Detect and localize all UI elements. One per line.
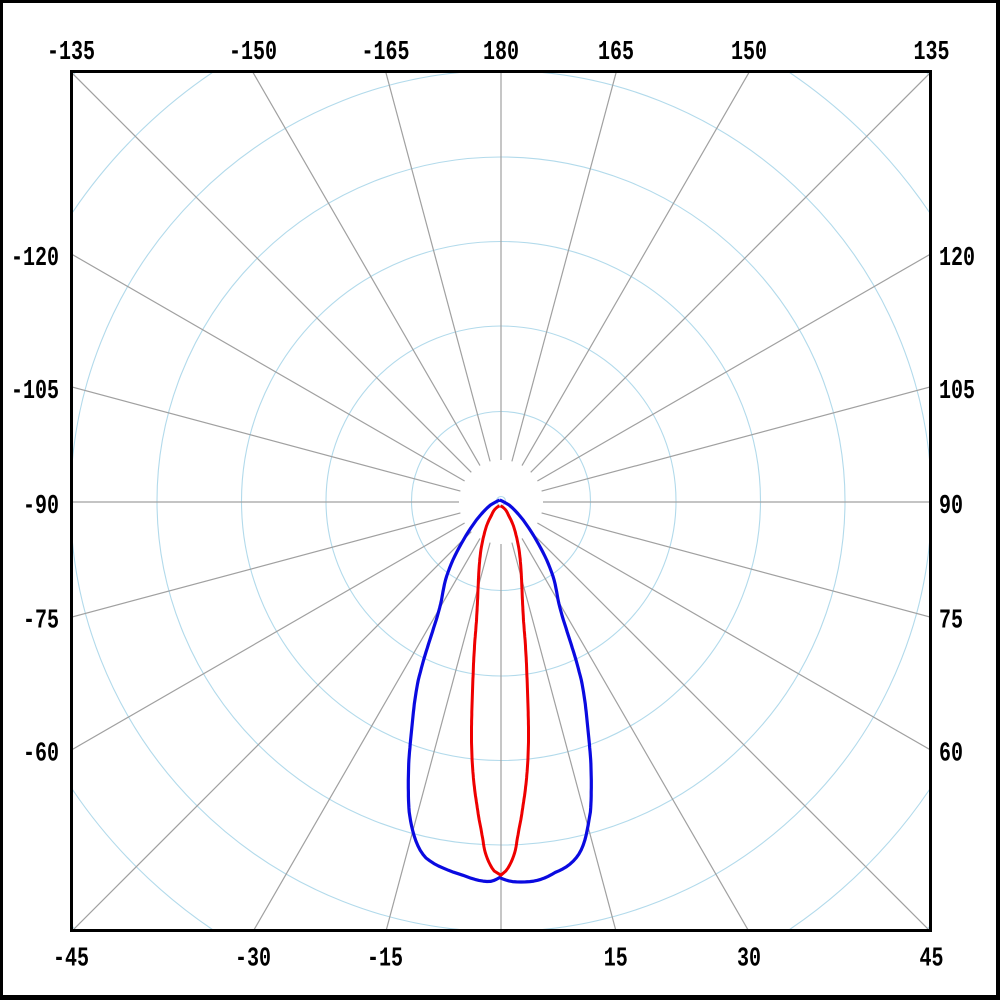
svg-text:90: 90 <box>939 492 963 523</box>
svg-text:30: 30 <box>737 944 761 975</box>
svg-text:-105: -105 <box>11 376 59 407</box>
svg-text:-135: -135 <box>47 38 95 69</box>
svg-text:-150: -150 <box>229 38 277 69</box>
svg-text:-45: -45 <box>53 944 89 975</box>
svg-text:-90: -90 <box>23 492 59 523</box>
svg-text:45: 45 <box>920 944 944 975</box>
svg-text:60: 60 <box>939 739 963 770</box>
svg-text:-60: -60 <box>23 739 59 770</box>
svg-text:150: 150 <box>731 38 767 69</box>
svg-text:-120: -120 <box>11 244 59 275</box>
svg-text:15: 15 <box>604 944 628 975</box>
svg-text:-30: -30 <box>235 944 271 975</box>
svg-text:120: 120 <box>939 244 975 275</box>
svg-text:-165: -165 <box>362 38 410 69</box>
svg-text:105: 105 <box>939 376 975 407</box>
svg-text:180: 180 <box>483 38 519 69</box>
svg-text:135: 135 <box>914 38 950 69</box>
svg-text:-75: -75 <box>23 606 59 637</box>
svg-text:165: 165 <box>598 38 634 69</box>
svg-text:-15: -15 <box>367 944 403 975</box>
svg-text:75: 75 <box>939 606 963 637</box>
